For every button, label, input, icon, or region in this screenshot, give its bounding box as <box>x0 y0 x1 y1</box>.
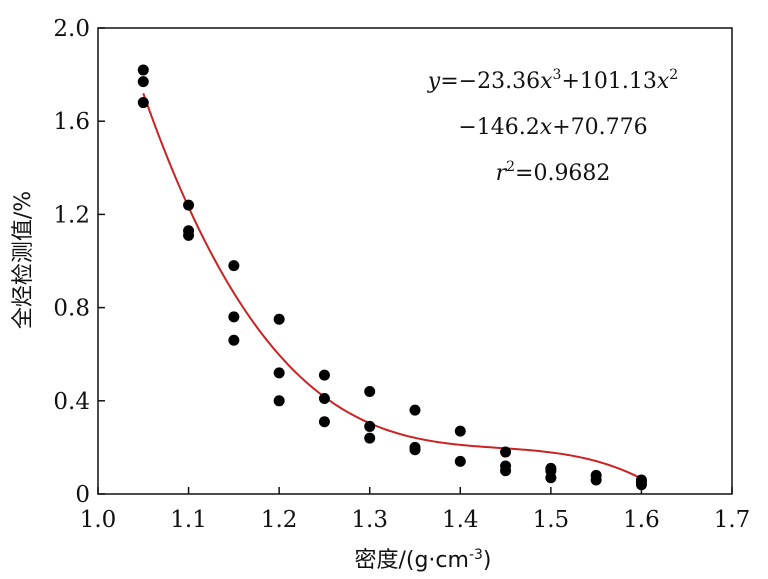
eq-a1: −146.2 <box>458 115 539 140</box>
data-point <box>273 313 285 325</box>
eq-x1: x <box>540 115 553 140</box>
eq-y: y <box>427 69 441 94</box>
data-point <box>364 420 376 432</box>
data-point <box>273 367 285 379</box>
y-tick-label: 2.0 <box>53 16 90 42</box>
eq-a3: =−23.36 <box>440 69 540 94</box>
data-point <box>364 385 376 397</box>
data-point <box>454 425 466 437</box>
y-tick-label: 0.8 <box>53 296 90 322</box>
x-tick-label: 1.0 <box>80 507 117 533</box>
eq-r2-value: =0.9682 <box>515 161 610 186</box>
data-point <box>137 76 149 88</box>
y-axis-title: 全烃检测值/% <box>11 191 36 329</box>
data-point <box>545 472 557 484</box>
data-point <box>273 395 285 407</box>
eq-r-exp: 2 <box>506 159 515 175</box>
data-point <box>635 479 647 491</box>
data-point <box>590 474 602 486</box>
y-tick-label: 1.6 <box>53 109 90 135</box>
data-point <box>409 404 421 416</box>
eq-a2: +101.13 <box>561 69 656 94</box>
eq-a0: +70.776 <box>552 115 647 140</box>
data-point <box>318 392 330 404</box>
data-point <box>228 260 240 272</box>
x-axis-title-main: 密度/(g·cm <box>354 548 468 573</box>
x-tick-label: 1.5 <box>533 507 570 533</box>
data-point <box>500 446 512 458</box>
data-point <box>500 465 512 477</box>
x-tick-label: 1.6 <box>623 507 660 533</box>
data-point <box>409 444 421 456</box>
x-tick-label: 1.2 <box>261 507 298 533</box>
data-point <box>183 229 195 241</box>
data-point <box>228 334 240 346</box>
eq-r: r <box>496 161 508 186</box>
x-axis-title: 密度/(g·cm-3) <box>354 547 491 573</box>
data-point <box>183 199 195 211</box>
x-tick-label: 1.1 <box>170 507 207 533</box>
y-tick-label: 0.4 <box>53 389 90 415</box>
x-tick-label: 1.4 <box>442 507 479 533</box>
plot-frame <box>97 27 733 495</box>
data-point <box>228 311 240 323</box>
eq-exp3: 3 <box>553 67 562 83</box>
data-point <box>137 97 149 109</box>
data-point <box>454 455 466 467</box>
y-tick-label: 0 <box>75 482 90 508</box>
data-point <box>364 432 376 444</box>
fit-curve <box>142 92 642 480</box>
eq-x3: x <box>540 69 553 94</box>
x-tick-label: 1.7 <box>714 507 751 533</box>
y-tick-label: 1.2 <box>53 202 90 228</box>
equation-line-3: r2=0.9682 <box>496 159 611 186</box>
x-tick-label: 1.3 <box>351 507 388 533</box>
equation-line-1: y=−23.36x3+101.13x2 <box>427 67 678 94</box>
eq-x2: x <box>657 69 670 94</box>
equation-line-2: −146.2x+70.776 <box>458 115 647 140</box>
x-axis-title-sup: -3 <box>469 547 483 563</box>
x-axis-title-close: ) <box>483 548 492 573</box>
data-point <box>318 416 330 428</box>
data-point <box>137 64 149 76</box>
eq-exp2: 2 <box>669 67 678 83</box>
data-point <box>318 369 330 381</box>
